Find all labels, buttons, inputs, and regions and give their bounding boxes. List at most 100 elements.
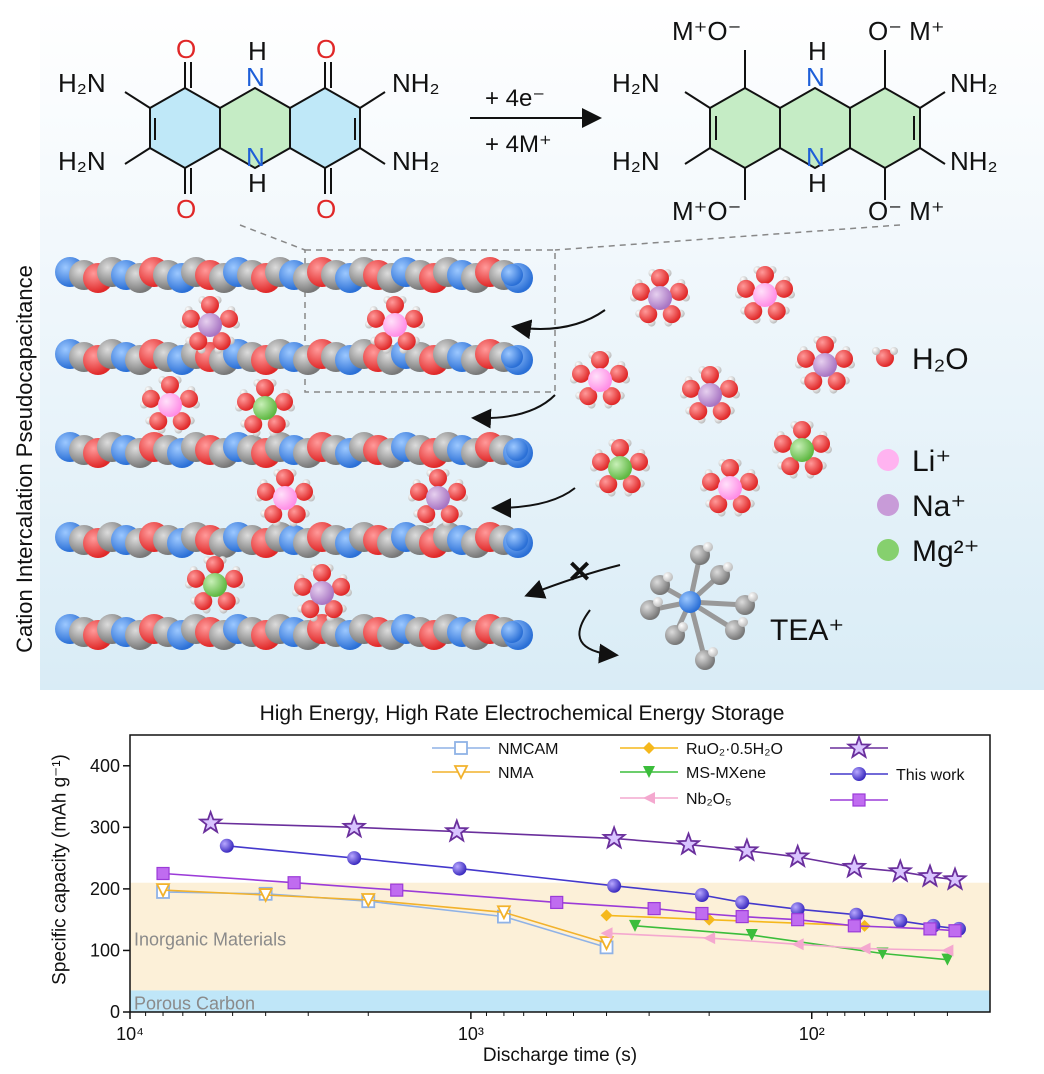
legend-label: RuO₂·0.5H₂O bbox=[686, 741, 783, 758]
o-atom bbox=[744, 302, 763, 321]
hydrated-ion bbox=[185, 556, 245, 614]
o-atom bbox=[366, 309, 385, 328]
o-atom bbox=[599, 475, 618, 494]
right-nh2-right-top: NH₂ bbox=[950, 68, 998, 98]
tea-label: TEA⁺ bbox=[770, 614, 844, 647]
o-atom bbox=[720, 379, 739, 398]
series bbox=[155, 883, 614, 952]
o-atom bbox=[827, 372, 846, 391]
cation bbox=[718, 476, 742, 500]
tea-hydrogen bbox=[653, 597, 663, 607]
data-point bbox=[784, 843, 811, 868]
right-nh2-right-bottom: NH₂ bbox=[950, 146, 998, 176]
o-atom bbox=[712, 402, 731, 421]
left-ring-1 bbox=[149, 86, 221, 170]
y-tick-label: 400 bbox=[90, 756, 120, 776]
data-point bbox=[496, 905, 512, 921]
o-atom bbox=[571, 364, 590, 383]
o-atom bbox=[579, 387, 598, 406]
right-n-top: N bbox=[806, 62, 825, 92]
o-atom bbox=[244, 415, 263, 434]
zoom-indicator bbox=[239, 224, 901, 393]
data-point bbox=[600, 909, 613, 922]
o-atom bbox=[256, 482, 275, 501]
o-atom bbox=[293, 577, 312, 596]
left-n-bottom: N bbox=[246, 142, 265, 172]
o-atom bbox=[793, 421, 811, 439]
data-point bbox=[629, 919, 642, 932]
legend-water-h bbox=[872, 347, 880, 355]
o-atom bbox=[611, 439, 629, 457]
o-atom bbox=[301, 600, 320, 619]
o-atom bbox=[181, 309, 200, 328]
o-atom bbox=[639, 305, 658, 324]
hydrated-ion bbox=[680, 366, 740, 424]
o-atom bbox=[236, 392, 255, 411]
data-point bbox=[735, 909, 749, 924]
cof-layer bbox=[55, 614, 533, 650]
o-atom bbox=[313, 564, 331, 582]
o-atom bbox=[662, 305, 681, 324]
o-atom bbox=[405, 309, 424, 328]
o-atom bbox=[701, 366, 719, 384]
o-atom bbox=[141, 389, 160, 408]
hydrated-ion bbox=[180, 296, 240, 354]
region-label: Porous Carbon bbox=[134, 994, 255, 1014]
data-point bbox=[733, 837, 760, 862]
series bbox=[156, 866, 962, 938]
o-atom bbox=[324, 600, 343, 619]
o-atom bbox=[804, 457, 823, 476]
tea-hydrogen bbox=[748, 592, 758, 602]
data-point bbox=[790, 902, 805, 917]
right-h-top: H bbox=[808, 36, 827, 66]
hydrated-ion bbox=[795, 336, 855, 394]
blocked-mark: ✕ bbox=[567, 556, 592, 589]
o-atom bbox=[332, 577, 351, 596]
cof-layer bbox=[55, 522, 533, 558]
data-point bbox=[893, 913, 908, 928]
tea-hydrogen bbox=[703, 542, 713, 552]
data-point bbox=[643, 792, 655, 804]
o-atom bbox=[835, 349, 854, 368]
o-atom bbox=[186, 569, 205, 588]
y-tick-label: 200 bbox=[90, 879, 120, 899]
data-point bbox=[852, 767, 866, 781]
data-point bbox=[876, 947, 889, 960]
data-point bbox=[791, 913, 805, 927]
o-atom bbox=[295, 482, 314, 501]
cation bbox=[273, 486, 297, 510]
y-tick-label: 300 bbox=[90, 817, 120, 837]
left-n-top: N bbox=[246, 62, 265, 92]
cof-layers bbox=[55, 257, 533, 650]
data-point bbox=[695, 906, 709, 921]
data-point bbox=[607, 878, 622, 893]
region-band bbox=[130, 990, 990, 1012]
right-n-bottom: N bbox=[806, 142, 825, 172]
data-point bbox=[841, 853, 868, 879]
layer-end-atom bbox=[501, 346, 523, 368]
cation bbox=[813, 353, 837, 377]
left-nh2-left-bottom: H₂N bbox=[58, 146, 106, 176]
data-point bbox=[745, 929, 758, 942]
data-point bbox=[452, 861, 467, 876]
hydrated-ion bbox=[570, 351, 630, 409]
legend-swatch bbox=[877, 449, 899, 471]
o-atom bbox=[591, 452, 610, 471]
x-tick-label: 10⁴ bbox=[116, 1024, 144, 1044]
y-axis-label: Specific capacity (mAh g⁻¹) bbox=[49, 754, 71, 985]
data-point bbox=[390, 883, 404, 897]
legend-label: NMA bbox=[498, 765, 534, 782]
hydrated-ion bbox=[735, 266, 795, 324]
cation bbox=[203, 573, 227, 597]
cation bbox=[588, 368, 612, 392]
series-line bbox=[210, 822, 956, 881]
data-point bbox=[735, 895, 750, 910]
left-o-top-2: O bbox=[316, 34, 336, 64]
left-o-top-1: O bbox=[176, 34, 196, 64]
layer-end-atom bbox=[506, 529, 528, 551]
data-point bbox=[443, 817, 470, 843]
o-atom bbox=[602, 387, 621, 406]
o-atom bbox=[709, 495, 728, 514]
x-axis-label: Discharge time (s) bbox=[482, 1045, 638, 1066]
legend-label: Nb₂O₅ bbox=[686, 791, 732, 808]
